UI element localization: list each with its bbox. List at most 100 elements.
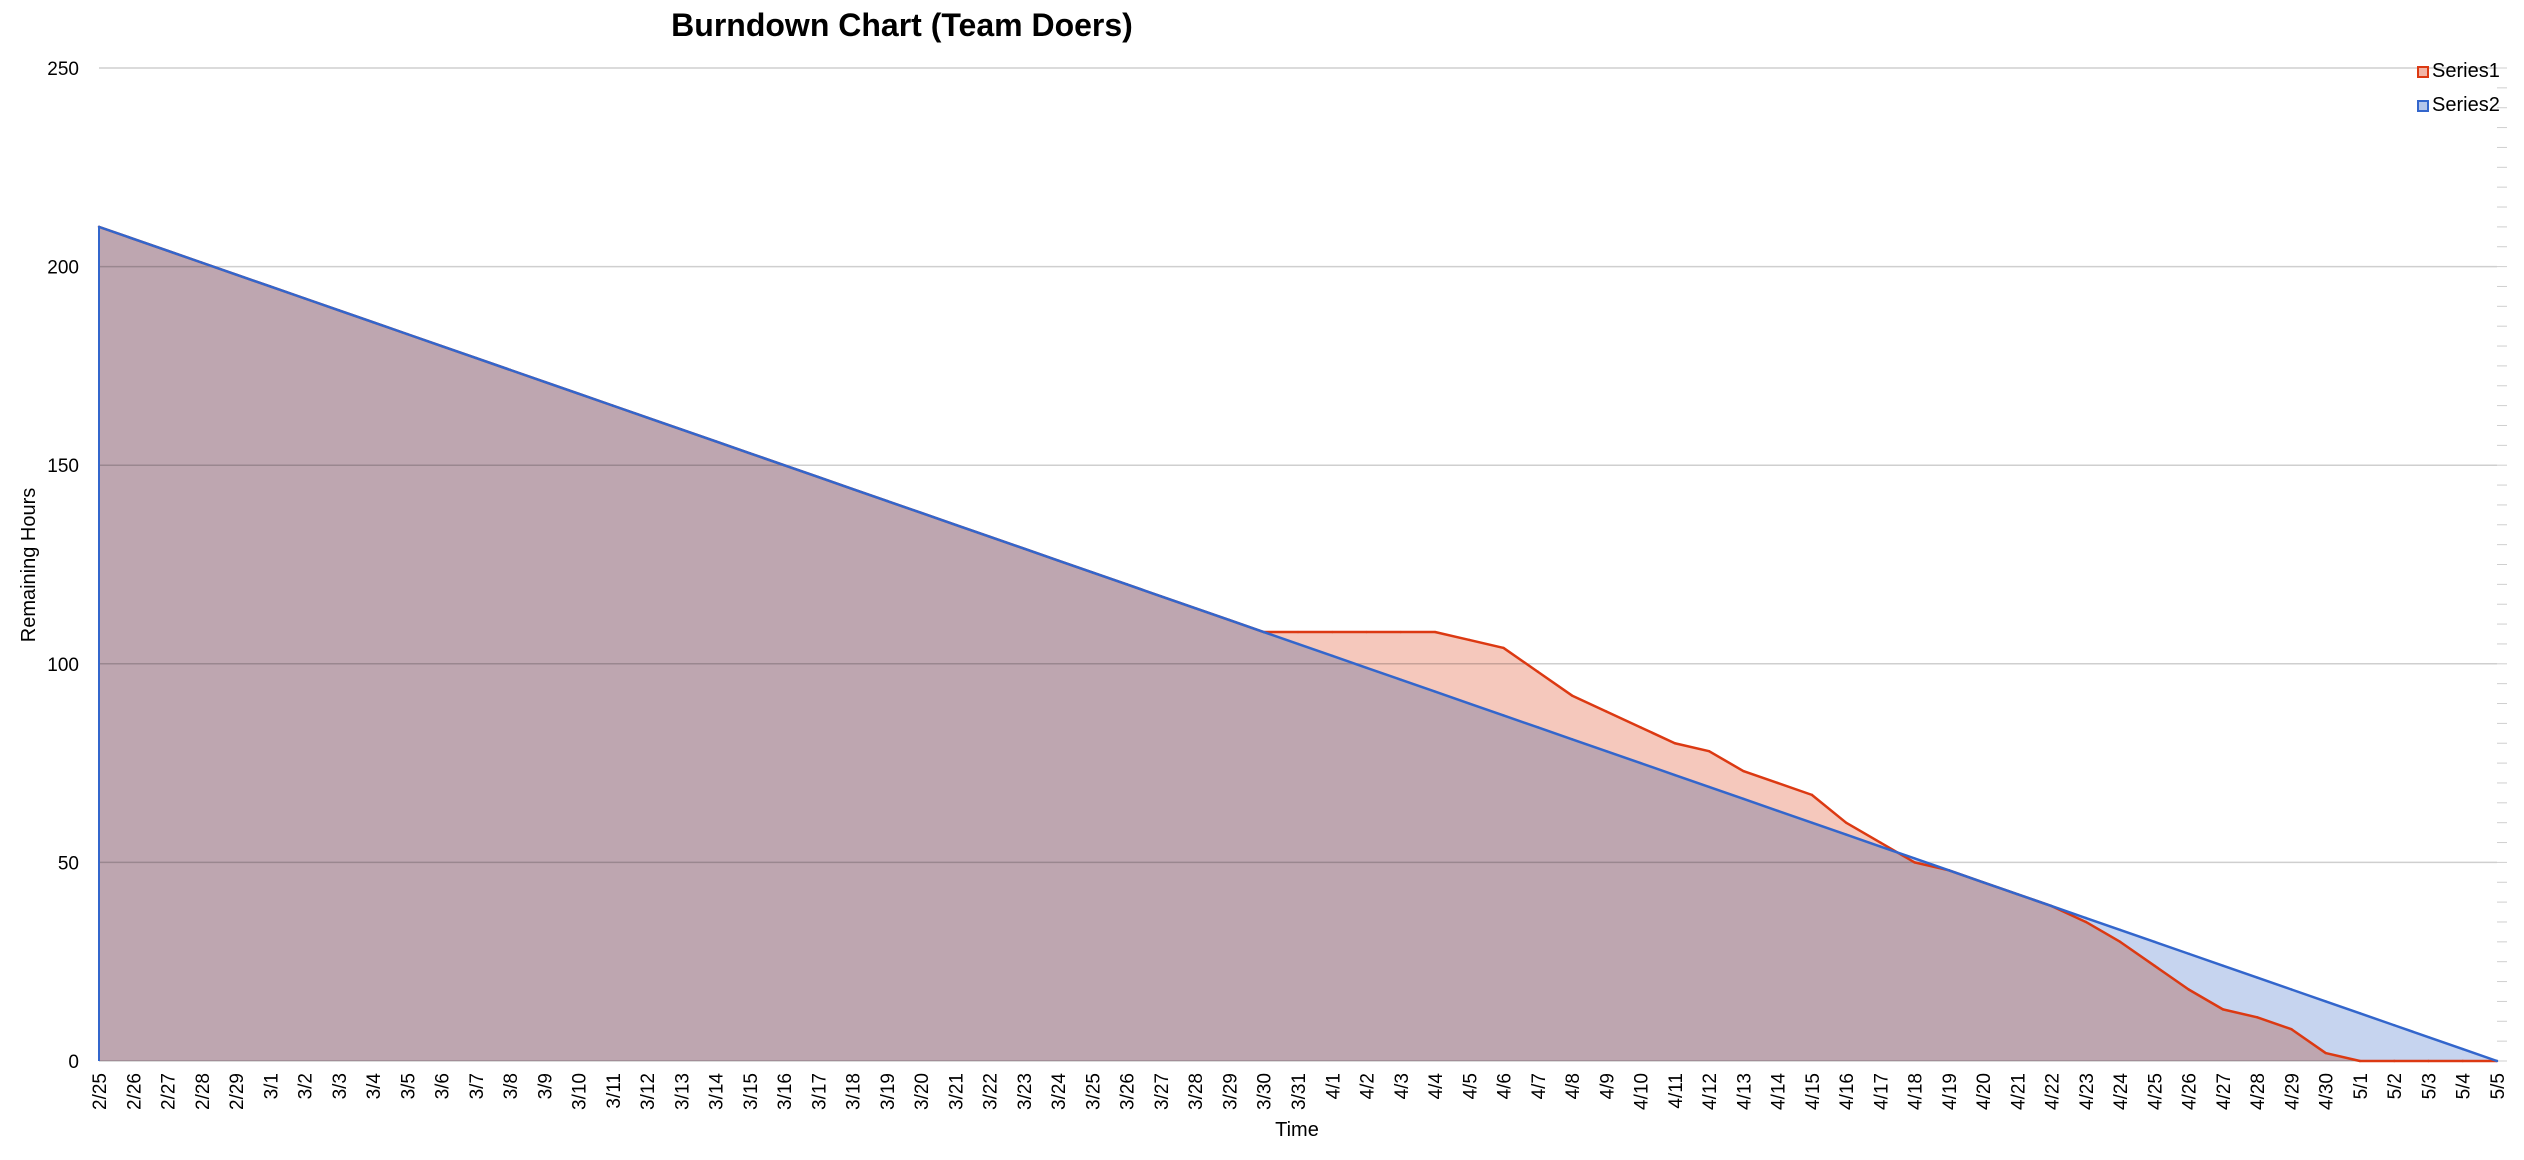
x-tick-label: 3/19 bbox=[878, 1073, 899, 1110]
x-tick-label: 3/11 bbox=[604, 1073, 625, 1109]
data-point bbox=[2187, 952, 2190, 955]
x-tick-label: 5/5 bbox=[2488, 1073, 2509, 1099]
data-point bbox=[1433, 690, 1437, 693]
x-tick-label: 4/2 bbox=[1358, 1073, 1379, 1099]
x-tick-label: 4/24 bbox=[2111, 1073, 2132, 1110]
data-point bbox=[2393, 1059, 2396, 1063]
data-point bbox=[954, 523, 957, 526]
x-tick-label: 3/9 bbox=[535, 1073, 556, 1099]
data-point bbox=[200, 261, 203, 264]
x-tick-label: 3/21 bbox=[946, 1073, 967, 1110]
x-tick-label: 4/3 bbox=[1392, 1073, 1413, 1099]
data-point bbox=[1536, 670, 1540, 673]
x-tick-label: 4/1 bbox=[1323, 1073, 1344, 1099]
data-point bbox=[337, 309, 340, 312]
x-tick-label: 4/28 bbox=[2248, 1073, 2269, 1110]
x-tick-label: 4/15 bbox=[1803, 1073, 1824, 1110]
x-tick-label: 3/14 bbox=[707, 1073, 728, 1110]
data-point bbox=[1502, 714, 1505, 717]
legend-label-series2: Series2 bbox=[2432, 94, 2500, 116]
data-point bbox=[2427, 1059, 2430, 1063]
data-point bbox=[2084, 920, 2088, 924]
data-point bbox=[817, 475, 820, 479]
x-tick-label: 4/7 bbox=[1529, 1073, 1550, 1099]
data-point bbox=[1913, 861, 1916, 864]
legend: Series1 Series2 bbox=[2417, 60, 2500, 116]
y-tick-label: 100 bbox=[47, 655, 79, 676]
x-tick-label: 5/4 bbox=[2454, 1073, 2475, 1100]
x-tick-label: 3/25 bbox=[1083, 1073, 1104, 1110]
x-tick-label: 3/23 bbox=[1015, 1073, 1036, 1110]
x-tick-label: 3/3 bbox=[330, 1073, 351, 1099]
data-point bbox=[1433, 630, 1437, 634]
data-point bbox=[303, 297, 306, 300]
data-point bbox=[1810, 821, 1814, 824]
x-tick-label: 4/30 bbox=[2317, 1073, 2338, 1110]
data-point bbox=[269, 285, 272, 288]
x-tick-label: 3/5 bbox=[398, 1073, 419, 1099]
y-tick-label: 0 bbox=[68, 1052, 79, 1073]
data-point bbox=[2461, 1047, 2464, 1051]
x-tick-label: 4/11 bbox=[1666, 1073, 1687, 1109]
x-tick-label: 3/29 bbox=[1220, 1073, 1241, 1110]
x-axis-label: Time bbox=[1275, 1119, 1319, 1141]
x-tick-label: 4/13 bbox=[1734, 1073, 1755, 1110]
x-tick-label: 3/22 bbox=[981, 1073, 1002, 1110]
data-point bbox=[2324, 1051, 2327, 1055]
data-point bbox=[2153, 964, 2156, 967]
x-tick-label: 3/28 bbox=[1186, 1073, 1207, 1110]
data-point bbox=[2118, 928, 2122, 932]
data-point bbox=[2221, 1008, 2225, 1011]
y-axis-label: Remaining Hours bbox=[18, 488, 40, 643]
data-point bbox=[1468, 702, 1471, 705]
chart-title: Burndown Chart (Team Doers) bbox=[671, 7, 1133, 43]
data-point bbox=[2050, 904, 2053, 908]
x-tick-label: 5/3 bbox=[2419, 1073, 2440, 1099]
data-point bbox=[1262, 630, 1265, 634]
data-point bbox=[1468, 638, 1471, 642]
data-point bbox=[1879, 845, 1882, 848]
x-tick-label: 3/7 bbox=[467, 1073, 488, 1099]
data-point bbox=[1091, 571, 1094, 574]
data-point bbox=[474, 356, 478, 360]
x-tick-label: 4/5 bbox=[1460, 1073, 1481, 1099]
data-point bbox=[1673, 742, 1677, 745]
x-tick-label: 2/26 bbox=[124, 1073, 145, 1110]
data-point bbox=[2358, 1012, 2362, 1015]
data-point bbox=[1194, 606, 1197, 610]
x-tick-label: 4/25 bbox=[2145, 1073, 2166, 1110]
data-point bbox=[1159, 595, 1163, 598]
x-tick-label: 4/8 bbox=[1563, 1073, 1584, 1099]
data-point bbox=[1913, 857, 1916, 860]
x-tick-label: 4/16 bbox=[1837, 1073, 1858, 1110]
data-point bbox=[1570, 694, 1574, 697]
x-tick-label: 3/12 bbox=[638, 1073, 659, 1110]
data-point bbox=[543, 380, 546, 383]
data-point bbox=[1536, 726, 1540, 729]
data-point bbox=[1365, 666, 1368, 669]
x-tick-label: 2/27 bbox=[159, 1073, 180, 1110]
x-tick-label: 3/27 bbox=[1152, 1073, 1173, 1110]
data-point bbox=[1673, 773, 1677, 777]
data-point bbox=[2084, 916, 2088, 920]
data-point bbox=[406, 332, 409, 336]
data-point bbox=[2256, 976, 2259, 979]
legend-swatch-series2 bbox=[2417, 100, 2429, 112]
series-lines bbox=[97, 225, 2499, 1063]
data-point bbox=[2153, 940, 2156, 944]
x-tick-label: 3/10 bbox=[570, 1073, 591, 1110]
data-point bbox=[1570, 738, 1574, 741]
x-tick-label: 4/27 bbox=[2214, 1073, 2235, 1110]
data-point bbox=[1296, 642, 1300, 646]
x-tick-label: 4/23 bbox=[2077, 1073, 2098, 1110]
y-tick-label: 150 bbox=[47, 456, 79, 477]
data-point bbox=[2393, 1024, 2396, 1027]
data-point bbox=[2290, 1028, 2293, 1031]
data-point bbox=[645, 416, 649, 419]
x-tick-label: 4/9 bbox=[1597, 1073, 1618, 1099]
x-tick-label: 5/1 bbox=[2351, 1073, 2372, 1099]
y-axis-tick-labels: 0 50 100 150 200 250 bbox=[47, 59, 79, 1073]
data-point bbox=[2290, 988, 2293, 991]
data-point bbox=[1810, 793, 1814, 797]
data-point bbox=[1331, 630, 1334, 634]
